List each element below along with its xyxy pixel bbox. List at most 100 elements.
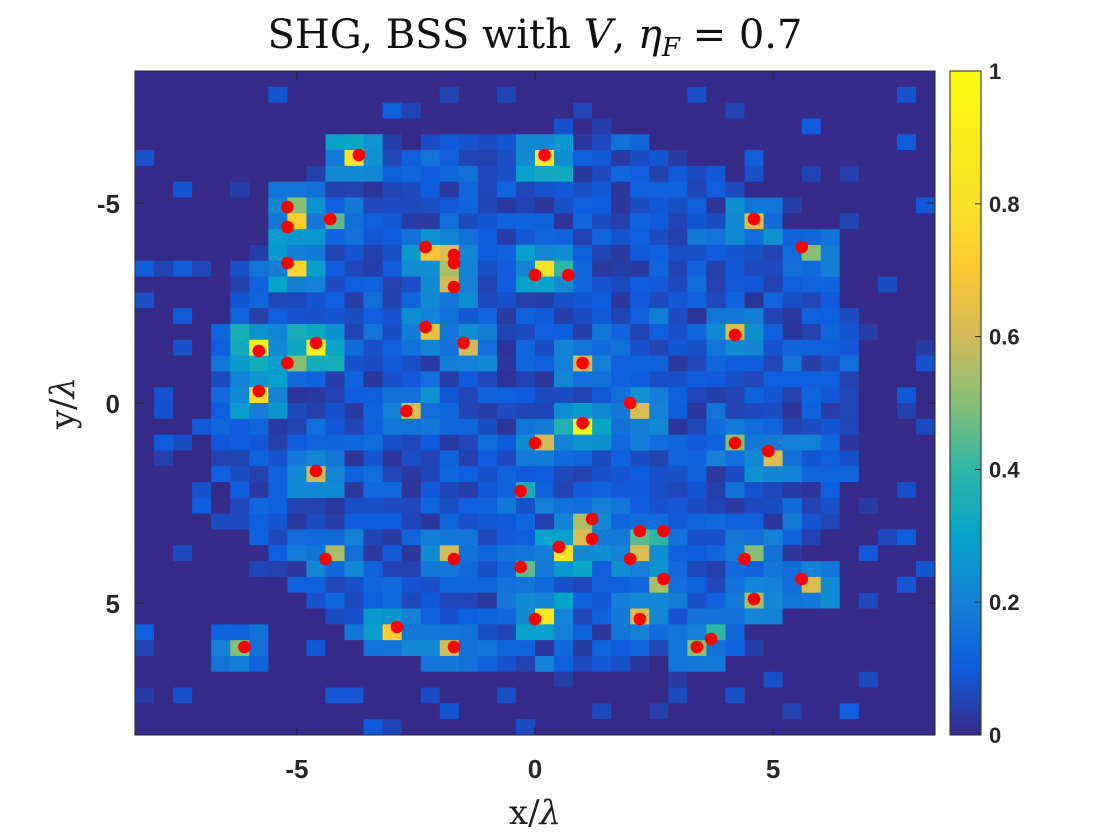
heatmap-cell	[135, 497, 155, 515]
heatmap-cell	[877, 355, 898, 372]
heatmap-cell	[192, 482, 212, 499]
heatmap-cell	[344, 576, 365, 594]
heatmap-cell	[401, 323, 422, 341]
heatmap-cell	[154, 592, 174, 610]
heatmap-cell	[439, 482, 460, 499]
heatmap-cell	[763, 339, 784, 357]
y-tick-label: -5	[97, 189, 120, 219]
red-marker	[633, 612, 647, 626]
red-marker	[252, 344, 266, 358]
heatmap-cell	[744, 703, 765, 720]
heatmap-cell	[763, 624, 784, 641]
heatmap-cell	[382, 466, 403, 483]
heatmap-cell	[858, 624, 879, 641]
colorbar-ticks: 00.20.40.60.81	[975, 59, 1020, 748]
heatmap-cell	[820, 339, 841, 357]
heatmap-cell	[706, 703, 727, 720]
heatmap-cell	[649, 703, 669, 720]
heatmap-cell	[135, 608, 155, 625]
heatmap-cell	[249, 545, 269, 562]
heatmap-cell	[306, 165, 327, 183]
heatmap-cell	[515, 450, 536, 467]
x-axis-label: x/λ	[509, 793, 561, 833]
heatmap-cell	[135, 292, 155, 309]
heatmap-cell	[458, 276, 479, 293]
heatmap-cell	[154, 450, 174, 467]
heatmap-cell	[668, 466, 688, 483]
heatmap-cell	[344, 608, 365, 625]
heatmap-cell	[363, 482, 384, 499]
heatmap-cell	[839, 197, 860, 214]
red-marker	[585, 532, 599, 546]
heatmap-cell	[687, 529, 708, 546]
heatmap-cell	[877, 561, 898, 578]
heatmap-cell	[725, 655, 746, 673]
heatmap-cell	[611, 529, 631, 546]
heatmap-cell	[744, 434, 765, 452]
heatmap-cell	[496, 244, 517, 262]
heatmap-cell	[649, 387, 669, 404]
heatmap-cell	[858, 640, 879, 657]
heatmap-cell	[515, 640, 536, 657]
heatmap-cell	[915, 687, 935, 704]
heatmap-cell	[611, 213, 631, 230]
heatmap-cell	[668, 719, 688, 735]
heatmap-cell	[535, 403, 555, 420]
heatmap-cell	[763, 71, 784, 88]
heatmap-cell	[877, 434, 898, 452]
heatmap-cell	[477, 181, 498, 199]
heatmap-cell	[306, 576, 327, 594]
heatmap-cell	[268, 608, 288, 625]
heatmap-cell	[173, 339, 193, 357]
heatmap-cell	[382, 371, 403, 388]
heatmap-cell	[135, 86, 155, 104]
heatmap-cell	[363, 197, 384, 214]
heatmap-cell	[420, 308, 441, 325]
heatmap-cell	[820, 134, 841, 151]
heatmap-cell	[896, 671, 917, 689]
heatmap-cell	[515, 181, 536, 199]
heatmap-cell	[192, 608, 212, 625]
heatmap-cell	[173, 355, 193, 372]
heatmap-cell	[915, 276, 935, 293]
heatmap-cell	[344, 687, 365, 704]
heatmap-cell	[554, 181, 574, 199]
heatmap-cell	[592, 292, 612, 309]
heatmap-cell	[192, 387, 212, 404]
heatmap-cell	[382, 545, 403, 562]
heatmap-cell	[535, 640, 555, 657]
heatmap-cell	[325, 671, 346, 689]
heatmap-cell	[382, 71, 403, 88]
heatmap-cell	[230, 608, 250, 625]
heatmap-cell	[782, 165, 803, 183]
heatmap-cell	[668, 434, 688, 452]
heatmap-cell	[630, 513, 650, 531]
heatmap-cell	[287, 308, 308, 325]
heatmap-cell	[573, 260, 593, 278]
heatmap-cell	[839, 165, 860, 183]
heatmap-cell	[915, 576, 935, 594]
heatmap-cell	[477, 102, 498, 120]
heatmap-cell	[515, 150, 536, 167]
heatmap-cell	[915, 292, 935, 309]
heatmap-cell	[344, 339, 365, 357]
heatmap-cell	[325, 71, 346, 88]
heatmap-cell	[135, 655, 155, 673]
heatmap-cell	[515, 703, 536, 720]
heatmap-cell	[858, 592, 879, 610]
heatmap-cell	[363, 323, 384, 341]
heatmap-cell	[249, 466, 269, 483]
heatmap-cell	[801, 371, 822, 388]
heatmap-cell	[192, 576, 212, 594]
heatmap-cell	[382, 482, 403, 499]
heatmap-cell	[515, 292, 536, 309]
heatmap-cell	[668, 403, 688, 420]
heatmap-cell	[173, 545, 193, 562]
heatmap-cell	[477, 134, 498, 151]
heatmap-cell	[173, 102, 193, 120]
heatmap-cell	[135, 466, 155, 483]
heatmap-cell	[515, 403, 536, 420]
heatmap-cell	[858, 86, 879, 104]
heatmap-cell	[249, 655, 269, 673]
heatmap-cell	[135, 513, 155, 531]
